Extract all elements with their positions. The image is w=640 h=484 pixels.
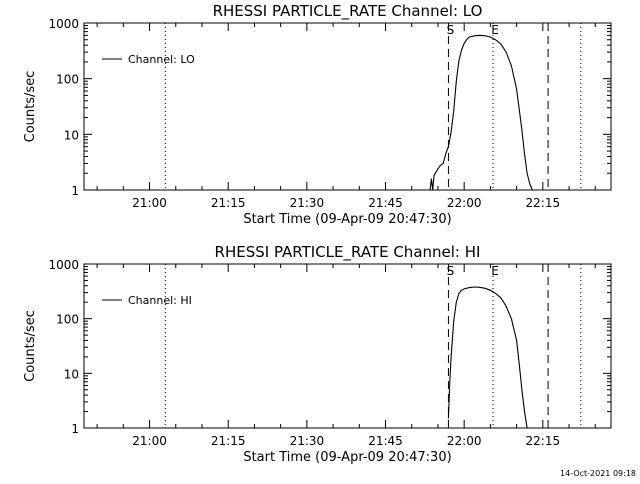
y-axis-label: Counts/sec — [23, 71, 38, 143]
x-tick-label: 21:30 — [290, 434, 325, 448]
marker-label: E — [491, 23, 499, 37]
x-tick-label: 22:00 — [447, 196, 482, 210]
x-tick-label: 21:00 — [132, 196, 167, 210]
plot-frame — [83, 22, 612, 191]
y-tick-label: 1000 — [48, 258, 79, 272]
x-tick-label: 21:30 — [290, 196, 325, 210]
x-tick-label: 22:00 — [447, 434, 482, 448]
series-line-0 — [447, 286, 528, 429]
x-tick-label: 22:15 — [526, 434, 561, 448]
x-axis-label: Start Time (09-Apr-09 20:47:30) — [243, 450, 451, 465]
y-tick-label: 1 — [71, 422, 79, 436]
x-tick-label: 22:15 — [526, 196, 561, 210]
marker-label: E — [491, 264, 499, 278]
x-tick-label: 21:15 — [211, 434, 246, 448]
x-tick-label: 21:15 — [211, 196, 246, 210]
series-line-0 — [429, 34, 533, 191]
chart-title: RHESSI PARTICLE_RATE Channel: LO — [213, 2, 483, 21]
y-tick-label: 10 — [64, 367, 79, 381]
chart-title: RHESSI PARTICLE_RATE Channel: HI — [215, 243, 481, 262]
legend-entry: Channel: LO — [128, 53, 195, 66]
y-tick-label: 1000 — [48, 17, 79, 31]
y-tick-label: 10 — [64, 128, 79, 142]
marker-label: S — [447, 264, 455, 278]
x-tick-label: 21:45 — [368, 434, 403, 448]
marker-label: S — [447, 23, 455, 37]
plot-frame — [83, 263, 612, 429]
y-tick-label: 100 — [56, 313, 79, 327]
y-axis-label: Counts/sec — [23, 310, 38, 382]
x-tick-label: 21:45 — [368, 196, 403, 210]
y-tick-label: 100 — [56, 73, 79, 87]
legend-entry: Channel: HI — [128, 294, 192, 307]
timestamp-footer: 14-Oct-2021 09:18 — [560, 469, 636, 478]
y-tick-label: 1 — [71, 184, 79, 198]
x-axis-label: Start Time (09-Apr-09 20:47:30) — [243, 212, 451, 227]
x-tick-label: 21:00 — [132, 434, 167, 448]
